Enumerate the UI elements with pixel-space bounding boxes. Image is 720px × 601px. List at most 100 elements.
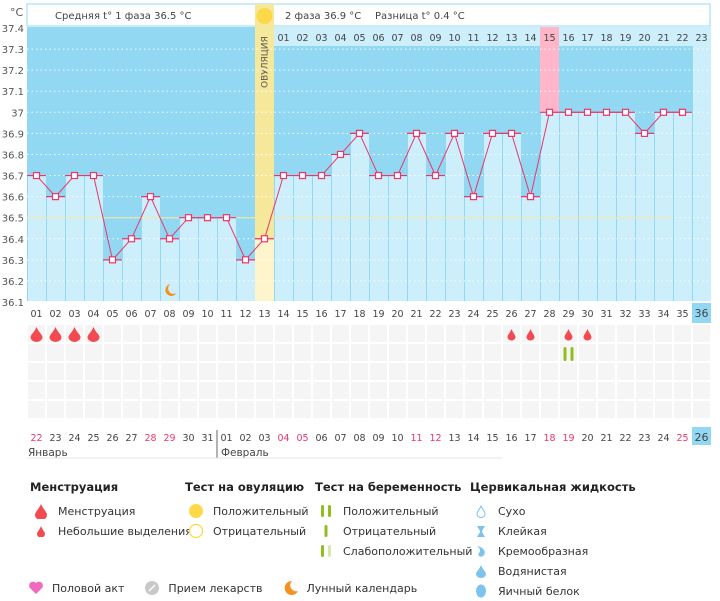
spotting-drop-icon xyxy=(583,329,592,341)
phase2-day-label: 17 xyxy=(581,33,593,44)
calendar-date-label: 19 xyxy=(562,433,574,444)
calendar-date-label: 24 xyxy=(68,433,80,444)
event-cell xyxy=(142,382,159,399)
y-tick-label: 36.6 xyxy=(2,193,24,204)
temperature-point xyxy=(488,129,497,137)
spotting-drop-icon xyxy=(507,329,516,341)
calendar-date-label: 21 xyxy=(600,433,612,444)
event-cell xyxy=(484,401,501,418)
legend-title: Тест на овуляцию xyxy=(185,480,305,494)
event-cell xyxy=(427,325,444,342)
event-cell xyxy=(28,344,45,361)
legend-label: Слабоположительный xyxy=(343,544,473,558)
cycle-day-label: 32 xyxy=(619,309,631,320)
event-cell xyxy=(28,401,45,418)
cycle-day-label: 25 xyxy=(486,309,498,320)
event-cell xyxy=(541,363,558,380)
calendar-date-label: 07 xyxy=(334,433,346,444)
event-cell xyxy=(484,344,501,361)
phase2-day-label: 20 xyxy=(638,33,650,44)
watery-icon xyxy=(470,564,492,578)
temperature-bar xyxy=(616,112,635,301)
y-tick-label: 36.9 xyxy=(2,129,24,140)
legend-title: Цервикальная жидкость xyxy=(470,480,636,494)
phase2-day-label: 06 xyxy=(372,33,384,44)
event-cell xyxy=(446,325,463,342)
event-cell xyxy=(123,344,140,361)
phase2-day-label: 18 xyxy=(600,33,612,44)
calendar-date-label: 28 xyxy=(144,433,156,444)
event-cell xyxy=(636,382,653,399)
temperature-point xyxy=(70,171,79,180)
event-cell xyxy=(389,382,406,399)
event-cell xyxy=(446,401,463,418)
event-cell xyxy=(142,344,159,361)
event-cell xyxy=(123,325,140,342)
event-cell xyxy=(541,401,558,418)
temperature-bar xyxy=(426,175,445,301)
event-cell xyxy=(446,382,463,399)
event-cell xyxy=(180,382,197,399)
event-cell xyxy=(199,363,216,380)
legend-label: Положительный xyxy=(213,504,309,518)
event-cell xyxy=(256,401,273,418)
phase2-day-label: 13 xyxy=(505,33,517,44)
phase2-day-label: 11 xyxy=(467,33,479,44)
event-cell xyxy=(617,382,634,399)
temperature-bar xyxy=(141,196,160,301)
event-cell xyxy=(332,344,349,361)
temperature-point xyxy=(678,108,687,116)
event-cell xyxy=(275,382,292,399)
spotting-drop-icon xyxy=(564,329,573,341)
y-tick-label: 37 xyxy=(11,108,24,119)
event-cell xyxy=(294,344,311,361)
event-cell xyxy=(294,382,311,399)
event-cell xyxy=(218,325,235,342)
cycle-day-label: 29 xyxy=(562,309,574,320)
event-cell xyxy=(47,363,64,380)
event-cell xyxy=(142,325,159,342)
cycle-day-label: 36 xyxy=(695,307,709,320)
event-cell xyxy=(332,382,349,399)
calendar-date-label: 18 xyxy=(543,433,555,444)
temperature-point xyxy=(526,193,535,201)
event-cell xyxy=(313,401,330,418)
month-label: Февраль xyxy=(221,447,269,459)
event-cell xyxy=(104,325,121,342)
header-box xyxy=(26,3,711,27)
temperature-point xyxy=(108,256,117,264)
calendar-date-label: 22 xyxy=(619,433,631,444)
menstruation-drop-icon xyxy=(49,327,62,342)
event-cell xyxy=(370,344,387,361)
egg-white-icon xyxy=(470,584,492,598)
event-cell xyxy=(161,382,178,399)
phase2-day-label: 22 xyxy=(676,33,688,44)
event-cell xyxy=(693,344,710,361)
temperature-bar xyxy=(84,175,103,301)
legend-label: Отрицательный xyxy=(343,524,437,538)
legend-label: Клейкая xyxy=(498,524,547,538)
ovulation-sun-icon xyxy=(256,8,273,24)
calendar-date-label: 22 xyxy=(30,433,42,444)
cycle-day-label: 12 xyxy=(239,309,251,320)
month-label: Январь xyxy=(28,447,68,459)
event-cell xyxy=(617,401,634,418)
bottom-legend: Половой акт Прием лекарств Лунный календ… xyxy=(28,580,437,596)
event-cell xyxy=(370,325,387,342)
phase2-day-label: 23 xyxy=(695,33,707,44)
y-tick-label: 36.2 xyxy=(2,277,24,288)
legend-label: Кремообразная xyxy=(498,544,589,558)
temperature-point xyxy=(127,235,136,243)
event-cell xyxy=(560,382,577,399)
drop-icon xyxy=(30,503,52,519)
event-cell xyxy=(560,401,577,418)
legend-label: Небольшие выделения xyxy=(58,524,192,538)
event-cell xyxy=(47,344,64,361)
event-cell xyxy=(28,382,45,399)
event-cell xyxy=(674,401,691,418)
phase2-label: 2 фаза 36.9 °C xyxy=(285,11,361,22)
phase2-day-label: 12 xyxy=(486,33,498,44)
cycle-day-label: 08 xyxy=(163,309,175,320)
menstruation-drop-icon xyxy=(87,327,100,342)
event-cell xyxy=(503,382,520,399)
